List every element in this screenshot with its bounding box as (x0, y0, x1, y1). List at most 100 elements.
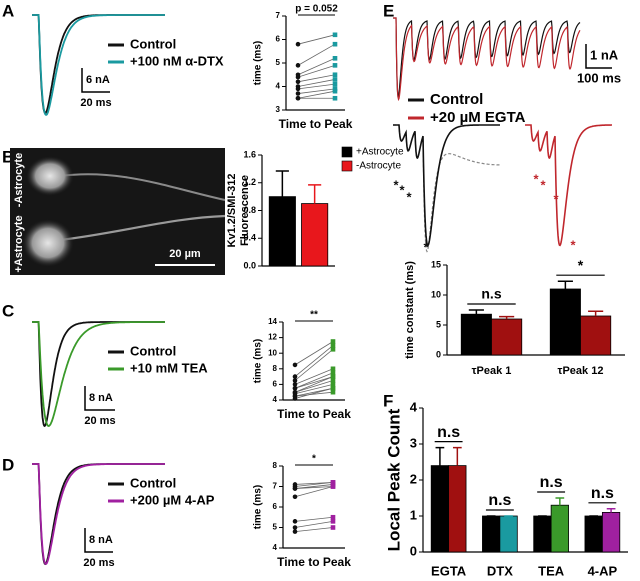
pair-line (294, 486, 334, 489)
y-tick-label: 0 (410, 543, 417, 558)
pair-line (297, 34, 336, 45)
data-point (330, 343, 336, 348)
y-tick-label: 5 (273, 523, 278, 532)
scale-bar-x-label: 100 ms (577, 70, 621, 85)
data-point (332, 81, 338, 87)
scale-bar-y-label: 6 nA (86, 74, 110, 86)
legend-label: +100 nM α-DTX (130, 53, 224, 68)
scale-bar-y-label: 8 nA (89, 392, 113, 404)
x-tick-label: τPeak 12 (558, 365, 604, 377)
legend-label: Control (130, 36, 176, 51)
y-tick-label: 4 (410, 399, 418, 414)
data-point (292, 396, 298, 401)
data-point (295, 79, 301, 85)
data-point (292, 486, 298, 491)
data-point (295, 41, 301, 47)
panel-label: E (383, 1, 394, 20)
y-tick-label: 7 (273, 482, 278, 491)
peak-mark: * (423, 239, 429, 254)
bar (301, 203, 329, 267)
expanded-trace (525, 124, 612, 247)
current-trace (393, 17, 581, 98)
y-tick-label: 15 (431, 259, 441, 269)
error-bar (588, 310, 604, 316)
data-point (332, 88, 338, 94)
bar (533, 515, 552, 553)
image-label: +Astrocyte (13, 215, 25, 272)
bar (430, 465, 450, 553)
pair-line (294, 486, 334, 498)
panel-label: D (2, 455, 14, 474)
pair-line (297, 43, 336, 66)
peak-mark: * (540, 177, 546, 192)
y-tick-label: 10 (268, 348, 277, 357)
pair-line (294, 372, 334, 389)
y-tick-label: 14 (268, 317, 277, 326)
error-bar (275, 170, 289, 197)
peak-mark: * (393, 177, 399, 192)
pair-line (297, 83, 336, 90)
bar (549, 288, 581, 356)
y-axis-label: Kv1.2/SMI-312 (226, 174, 238, 248)
annotation: p = 0.052 (295, 4, 338, 15)
data-point (295, 91, 301, 96)
data-point (330, 382, 336, 387)
y-tick-label: 5 (276, 58, 281, 67)
y-tick-label: 6 (276, 35, 281, 44)
annotation: * (578, 257, 584, 273)
panel-label: A (2, 1, 14, 20)
y-tick-label: 4 (273, 395, 278, 404)
data-point (330, 514, 336, 520)
peak-mark: * (533, 171, 539, 186)
panel-label: F (383, 391, 393, 410)
y-tick-label: 6 (273, 502, 278, 511)
scale-bar (84, 386, 115, 411)
expanded-trace (393, 124, 500, 247)
data-point (330, 378, 336, 383)
y-tick-label: 0.4 (243, 233, 256, 243)
pair-line (294, 516, 334, 522)
annotation: * (312, 454, 316, 465)
bar (550, 504, 569, 553)
data-point (332, 95, 338, 101)
pair-line (294, 520, 334, 528)
data-point (332, 77, 338, 82)
scale-bar (84, 528, 113, 553)
y-axis-label: time constant (ms) (404, 261, 416, 359)
y-tick-label: 2 (410, 471, 417, 486)
data-point (292, 362, 298, 368)
scale-bar-y-label: 8 nA (89, 534, 113, 546)
scale-bar-x-label: 20 ms (84, 415, 115, 427)
y-axis-label: Local Peak Count (384, 408, 403, 551)
y-tick-label: 10 (431, 289, 441, 299)
x-tick-label: 4-AP (588, 563, 618, 578)
x-axis-label: Time to Peak (279, 117, 353, 131)
pair-line (297, 74, 336, 83)
error-bar (555, 497, 565, 506)
data-point (295, 74, 301, 80)
bar (601, 512, 621, 553)
data-point (332, 32, 338, 38)
pair-line (294, 345, 334, 377)
x-tick-label: TEA (538, 563, 565, 578)
y-tick-label: 4 (273, 543, 278, 552)
current-trace (32, 321, 165, 427)
scale-bar (81, 68, 110, 93)
bar (499, 515, 518, 553)
data-point (295, 86, 301, 92)
pair-line (294, 348, 334, 381)
data-point (330, 484, 336, 489)
error-bar (468, 309, 484, 315)
pair-line (294, 391, 334, 397)
annotation: n.s (481, 286, 501, 302)
legend-label: +10 mM TEA (130, 360, 208, 375)
scaled-trace (393, 124, 500, 253)
data-point (295, 95, 301, 101)
legend-swatch (341, 160, 353, 172)
data-point (295, 63, 301, 68)
y-tick-label: 6 (273, 380, 278, 389)
pair-line (294, 380, 334, 393)
data-point (332, 63, 338, 68)
y-tick-label: 4 (276, 82, 281, 91)
